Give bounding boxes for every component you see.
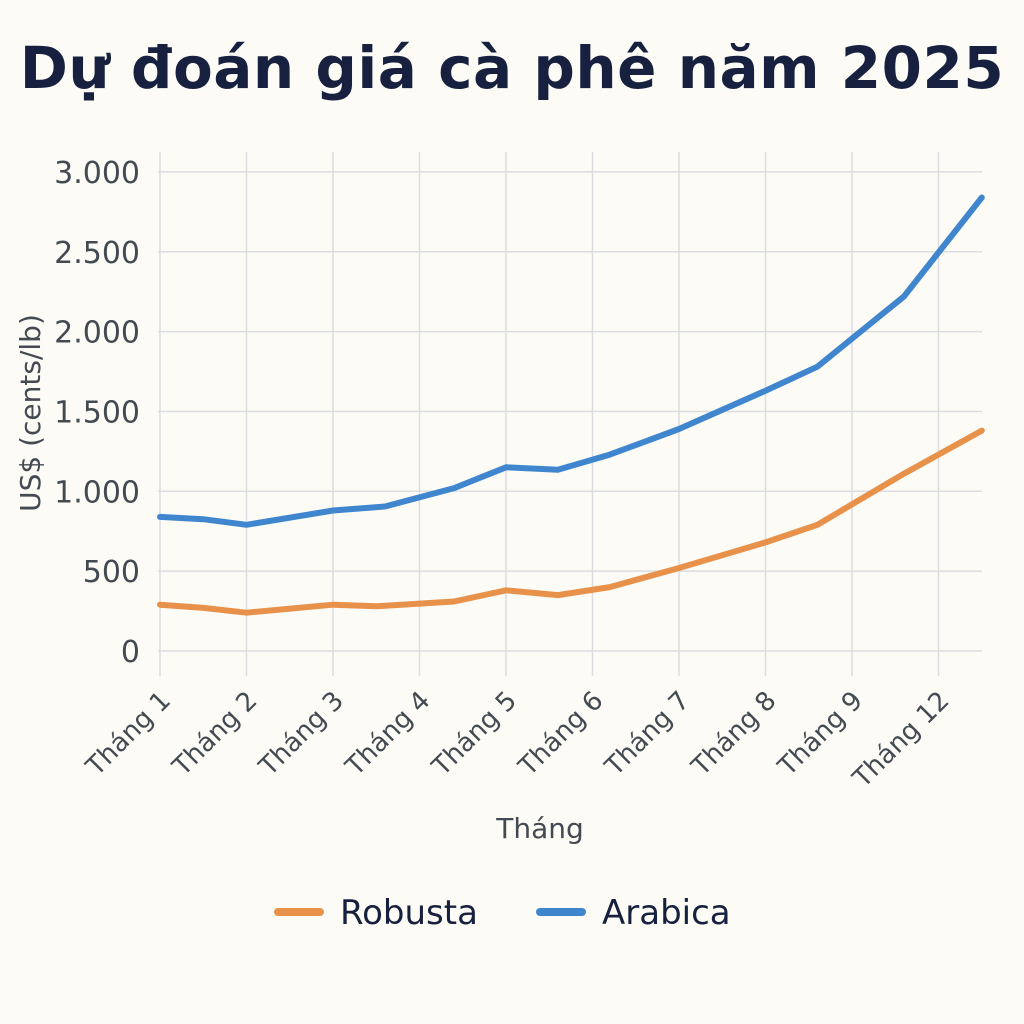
x-tick-label: Tháng 8 bbox=[686, 686, 783, 783]
legend-label-robusta: Robusta bbox=[340, 893, 478, 933]
series bbox=[157, 194, 985, 616]
y-axis-ticks: 0 500 1.000 1.500 2.000 2.500 3.000 bbox=[54, 156, 140, 670]
x-tick-label: Tháng 3 bbox=[253, 686, 350, 783]
y-tick-label: 1.000 bbox=[54, 475, 140, 510]
x-axis-title: Tháng bbox=[495, 812, 584, 845]
y-tick-label: 500 bbox=[83, 555, 140, 590]
legend-label-arabica: Arabica bbox=[602, 893, 731, 933]
x-tick-label: Tháng 7 bbox=[599, 686, 696, 783]
y-tick-label: 1.500 bbox=[54, 395, 140, 430]
series-line-arabica bbox=[157, 194, 985, 528]
x-tick-label: Tháng 2 bbox=[167, 686, 264, 783]
x-tick-label: Tháng 1 bbox=[80, 686, 177, 783]
x-tick-label: Tháng 6 bbox=[513, 686, 610, 783]
x-tick-label: Tháng 4 bbox=[340, 686, 437, 783]
x-tick-label: Tháng 5 bbox=[426, 686, 523, 783]
series-line-robusta bbox=[157, 427, 985, 616]
chart-title: Dự đoán giá cà phê năm 2025 bbox=[19, 34, 1005, 102]
y-tick-label: 2.500 bbox=[54, 236, 140, 271]
y-tick-label: 3.000 bbox=[54, 156, 140, 191]
y-axis-title: US$ (cents/lb) bbox=[14, 314, 47, 512]
legend: Robusta Arabica bbox=[274, 893, 731, 933]
grid bbox=[158, 152, 982, 676]
y-tick-label: 0 bbox=[121, 635, 140, 670]
y-tick-label: 2.000 bbox=[54, 316, 140, 351]
